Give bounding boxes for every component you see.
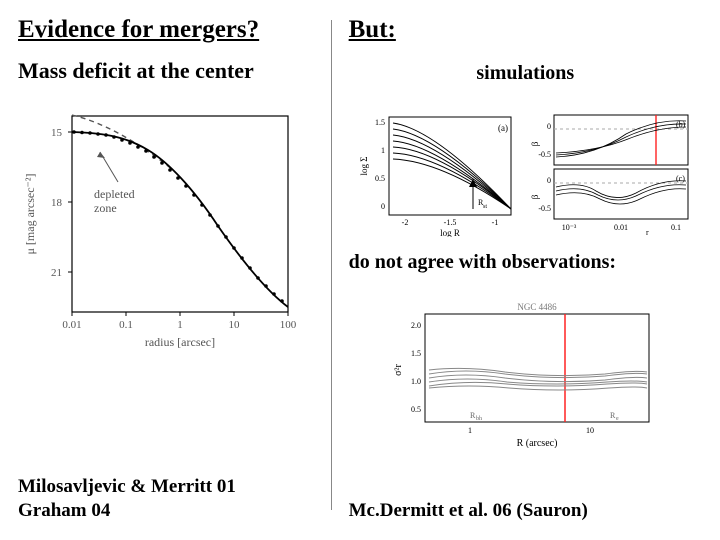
svg-text:-2: -2	[401, 218, 408, 227]
svg-text:10⁻³: 10⁻³	[561, 223, 576, 232]
sim-sigma-chart: 1.5 1 0.5 0 -2 -1.5 -1 log Σ log R (a)	[355, 109, 520, 237]
svg-text:0: 0	[381, 202, 385, 211]
citation-milosavljevic: Milosavljevic & Merritt 01	[18, 476, 236, 497]
svg-text:1: 1	[177, 319, 183, 331]
right-title: But:	[349, 16, 702, 44]
svg-text:log Σ: log Σ	[359, 157, 369, 176]
svg-text:μ [mag arcsec⁻²]: μ [mag arcsec⁻²]	[23, 174, 37, 255]
svg-text:-0.5: -0.5	[538, 204, 551, 213]
svg-text:100: 100	[280, 319, 297, 331]
citation-graham: Graham 04	[18, 500, 110, 521]
svg-text:st: st	[483, 204, 487, 210]
disagree-label: do not agree with observations:	[349, 251, 702, 274]
svg-text:zone: zone	[94, 201, 117, 215]
svg-text:18: 18	[51, 197, 63, 209]
sim-beta-chart: β β 0 -0.5 0 -0.5 10⁻³ 0.01 0.1 (b) (c) …	[526, 109, 696, 237]
simulations-label: simulations	[349, 62, 702, 85]
svg-text:1: 1	[381, 146, 385, 155]
svg-text:1: 1	[468, 426, 472, 435]
left-subhead: Mass deficit at the center	[18, 58, 317, 84]
svg-text:depleted: depleted	[94, 187, 135, 201]
svg-text:1.5: 1.5	[375, 118, 385, 127]
observations-chart: NGC 4486 2.0 1.5 1.0 0.5 1 10 σ²r R (arc…	[349, 298, 702, 448]
svg-text:2.0: 2.0	[411, 321, 421, 330]
svg-text:1.0: 1.0	[411, 377, 421, 386]
svg-text:(a): (a)	[498, 123, 508, 133]
svg-text:radius [arcsec]: radius [arcsec]	[145, 335, 215, 349]
svg-text:1.5: 1.5	[411, 349, 421, 358]
svg-text:0.5: 0.5	[375, 174, 385, 183]
svg-text:R (arcsec): R (arcsec)	[517, 438, 558, 448]
left-title: Evidence for mergers?	[18, 16, 317, 44]
svg-text:0.1: 0.1	[119, 319, 133, 331]
svg-text:21: 21	[51, 267, 62, 279]
svg-text:σ²r: σ²r	[393, 363, 404, 375]
svg-text:bh: bh	[476, 416, 482, 422]
svg-text:10: 10	[229, 319, 241, 331]
svg-text:15: 15	[51, 127, 63, 139]
svg-text:e: e	[616, 416, 619, 422]
svg-text:r: r	[646, 228, 649, 237]
svg-text:0: 0	[547, 176, 551, 185]
svg-text:10: 10	[586, 426, 594, 435]
svg-text:β: β	[530, 194, 540, 199]
svg-text:β: β	[530, 141, 540, 146]
left-citation: Milosavljevic & Merritt 01 Graham 04	[18, 475, 317, 524]
svg-text:0: 0	[547, 122, 551, 131]
svg-text:-1.5: -1.5	[443, 218, 456, 227]
svg-text:0.1: 0.1	[671, 223, 681, 232]
mass-deficit-chart: 15 18 21 μ [mag arcsec⁻²] 0.01 0.1 1	[18, 102, 317, 352]
svg-text:-0.5: -0.5	[538, 150, 551, 159]
svg-text:0.01: 0.01	[614, 223, 628, 232]
svg-text:NGC 4486: NGC 4486	[518, 302, 558, 312]
svg-text:(c): (c)	[676, 174, 685, 183]
svg-text:log R: log R	[440, 228, 460, 237]
simulations-charts: 1.5 1 0.5 0 -2 -1.5 -1 log Σ log R (a)	[349, 109, 702, 237]
svg-text:-1: -1	[491, 218, 498, 227]
column-divider	[331, 20, 332, 510]
svg-text:0.5: 0.5	[411, 405, 421, 414]
right-citation: Mc.Dermitt et al. 06 (Sauron)	[349, 499, 702, 524]
svg-text:0.01: 0.01	[62, 319, 81, 331]
